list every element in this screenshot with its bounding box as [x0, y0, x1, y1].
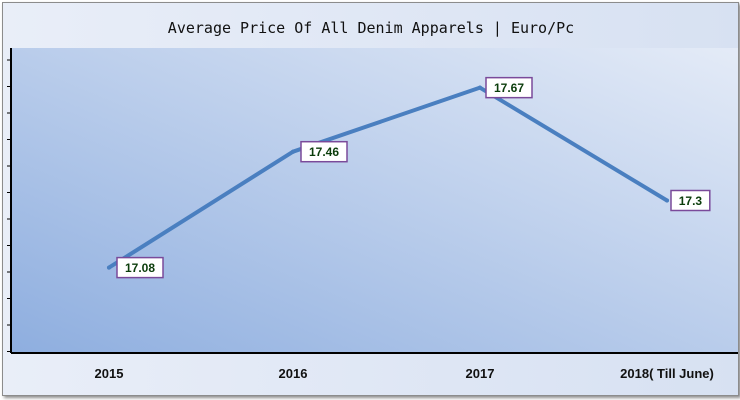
axes: [7, 48, 738, 354]
data-label: 17.08: [116, 256, 164, 279]
series-layer: [107, 85, 669, 270]
data-label-text: 17.67: [494, 81, 524, 95]
x-tick-label: 2016: [279, 366, 308, 381]
line-chart: Average Price Of All Denim Apparels | Eu…: [7, 19, 738, 381]
data-label-text: 17.46: [309, 145, 339, 159]
data-point: [478, 85, 482, 90]
data-label-text: 17.08: [125, 261, 155, 275]
chart-title: Average Price Of All Denim Apparels | Eu…: [168, 19, 574, 37]
series-line-segment: [478, 85, 669, 203]
x-tick-label: 2015: [95, 366, 124, 381]
data-label-box: [116, 256, 164, 279]
data-labels: 17.08 17.46 17.67 17.3: [116, 76, 711, 279]
data-label-box: [670, 189, 711, 212]
data-label: 17.46: [300, 140, 348, 163]
data-point: [291, 149, 295, 154]
series-line-segment: [107, 149, 295, 270]
data-point: [107, 265, 111, 270]
data-label-box: [300, 140, 348, 163]
x-tick-label: 2017: [466, 366, 495, 381]
data-label-box: [485, 76, 533, 99]
plot-area: [11, 48, 738, 353]
data-label-text: 17.3: [679, 194, 703, 208]
x-tick-label: 2018( Till June): [620, 366, 714, 381]
data-label: 17.3: [670, 189, 711, 212]
data-point: [665, 198, 669, 203]
category-axis-labels: 2015 2016 2017 2018( Till June): [95, 366, 714, 381]
data-label: 17.67: [485, 76, 533, 99]
